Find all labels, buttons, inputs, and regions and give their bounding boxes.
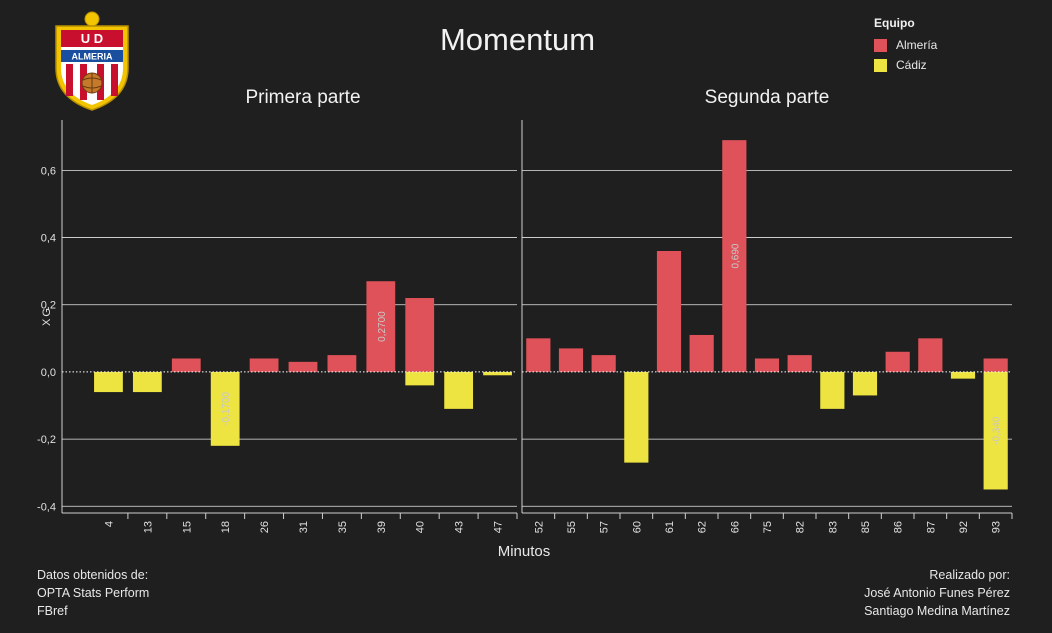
x-tick-label: 92 bbox=[958, 521, 970, 533]
x-tick-label: 66 bbox=[729, 521, 741, 533]
y-tick-label: 0,2 bbox=[41, 300, 56, 312]
bar-almeria bbox=[405, 298, 435, 372]
x-tick-label: 61 bbox=[664, 521, 676, 533]
x-tick-label: 86 bbox=[893, 521, 905, 533]
x-tick-label: 62 bbox=[697, 521, 709, 533]
x-tick-label: 26 bbox=[259, 521, 271, 533]
legend-title: Equipo bbox=[874, 16, 915, 30]
x-tick-label: 15 bbox=[181, 521, 193, 533]
legend: Equipo Almería Cádiz bbox=[874, 16, 937, 75]
club-crest-logo: U D ALMERIA bbox=[55, 11, 129, 111]
crest-letters: U D bbox=[81, 31, 103, 46]
bar-cadiz bbox=[624, 371, 649, 463]
bar-almeria bbox=[983, 358, 1008, 372]
data-label: -0,340 bbox=[992, 416, 1003, 445]
x-tick-label: 82 bbox=[795, 521, 807, 533]
y-tick-label: 0,0 bbox=[41, 367, 56, 379]
x-tick-label: 85 bbox=[860, 521, 872, 533]
chart-title: Momentum bbox=[439, 22, 596, 57]
footer-left-line: Datos obtenidos de: bbox=[37, 568, 149, 582]
legend-label-almeria: Almería bbox=[896, 38, 938, 52]
legend-item-almeria[interactable]: Almería bbox=[874, 35, 937, 55]
x-tick-label: 87 bbox=[925, 521, 937, 533]
footer-right-line: Realizado por: bbox=[929, 568, 1010, 582]
bar-cadiz bbox=[210, 371, 240, 446]
x-tick-label: 93 bbox=[991, 521, 1003, 533]
legend-label-cadiz: Cádiz bbox=[896, 58, 927, 72]
x-tick-label: 55 bbox=[566, 521, 578, 533]
bar-cadiz bbox=[444, 371, 474, 409]
data-label: 0,2700 bbox=[377, 311, 388, 342]
panel-title: Primera parte bbox=[245, 87, 360, 108]
x-tick-label: 40 bbox=[415, 521, 427, 533]
bar-almeria bbox=[591, 355, 616, 372]
x-tick-label: 31 bbox=[298, 521, 310, 533]
crest-banner: ALMERIA bbox=[72, 52, 113, 62]
legend-swatch-almeria bbox=[874, 38, 887, 52]
x-tick-label: 75 bbox=[762, 521, 774, 533]
bar-cadiz bbox=[820, 371, 845, 409]
bar-almeria bbox=[689, 334, 714, 372]
x-tick-label: 35 bbox=[337, 521, 349, 533]
legend-item-cadiz[interactable]: Cádiz bbox=[874, 55, 937, 75]
bar-almeria bbox=[249, 358, 279, 372]
x-tick-label: 60 bbox=[631, 521, 643, 533]
footer-right-line: José Antonio Funes Pérez bbox=[864, 586, 1010, 600]
y-tick-label: 0,4 bbox=[41, 233, 56, 245]
bar-almeria bbox=[787, 355, 812, 372]
bar-almeria bbox=[558, 348, 584, 372]
bar-almeria bbox=[754, 358, 780, 372]
bar-almeria bbox=[526, 338, 551, 372]
footer-left-line: OPTA Stats Perform bbox=[37, 586, 150, 600]
bar-almeria bbox=[171, 358, 201, 372]
bar-almeria bbox=[656, 251, 682, 372]
x-tick-label: 13 bbox=[142, 521, 154, 533]
x-tick-label: 4 bbox=[103, 521, 115, 527]
y-tick-label: 0,6 bbox=[41, 165, 56, 177]
y-tick-label: -0,4 bbox=[37, 501, 56, 513]
data-label: 0,690 bbox=[730, 243, 741, 268]
data-label: -0,1700 bbox=[221, 391, 232, 425]
data-source-note: Datos obtenidos de: OPTA Stats Perform F… bbox=[37, 566, 149, 620]
x-axis-label: Minutos bbox=[498, 543, 551, 560]
x-tick-label: 39 bbox=[376, 521, 388, 533]
bar-cadiz bbox=[983, 371, 1008, 490]
legend-swatch-cadiz bbox=[874, 58, 887, 72]
x-tick-label: 43 bbox=[454, 521, 466, 533]
x-tick-label: 18 bbox=[220, 521, 232, 533]
bar-cadiz bbox=[852, 371, 878, 396]
x-tick-label: 57 bbox=[599, 521, 611, 533]
y-tick-label: -0,2 bbox=[37, 434, 56, 446]
bar-cadiz bbox=[132, 371, 162, 393]
footer-right-line: Santiago Medina Martínez bbox=[864, 604, 1010, 618]
bar-almeria bbox=[366, 281, 396, 372]
bar-cadiz bbox=[94, 371, 123, 393]
x-tick-label: 83 bbox=[827, 521, 839, 533]
bar-almeria bbox=[327, 355, 357, 372]
bar-cadiz bbox=[950, 371, 976, 379]
bar-almeria bbox=[885, 351, 910, 372]
bar-cadiz bbox=[405, 371, 435, 386]
x-tick-label: 52 bbox=[533, 521, 545, 533]
y-axis-label: XG bbox=[41, 306, 53, 326]
panel-title: Segunda parte bbox=[705, 87, 830, 108]
bar-almeria bbox=[288, 361, 318, 372]
bar-cadiz bbox=[483, 371, 512, 376]
bar-almeria bbox=[918, 338, 943, 372]
x-tick-label: 47 bbox=[493, 521, 505, 533]
bar-almeria bbox=[722, 140, 747, 372]
footer-left-line: FBref bbox=[37, 604, 68, 618]
authors-note: Realizado por: José Antonio Funes Pérez … bbox=[864, 566, 1010, 620]
